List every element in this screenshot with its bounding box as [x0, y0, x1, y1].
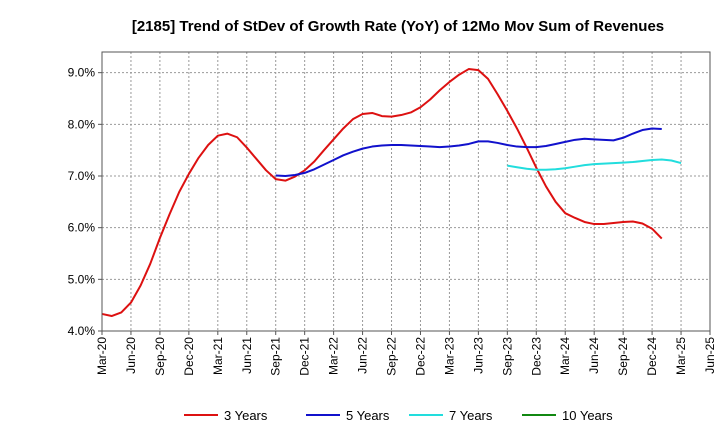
x-tick-label: Jun-22	[356, 337, 370, 374]
y-tick-label: 7.0%	[68, 169, 96, 183]
x-tick-label: Sep-20	[153, 337, 167, 376]
y-tick-label: 5.0%	[68, 272, 96, 286]
x-tick-label: Mar-20	[95, 337, 109, 375]
x-tick-label: Dec-21	[298, 337, 312, 376]
legend-item-10-years: 10 Years	[522, 408, 613, 423]
legend-item-5-years: 5 Years	[306, 408, 390, 423]
x-tick-label: Dec-22	[413, 337, 427, 376]
y-tick-label: 8.0%	[68, 117, 96, 131]
x-tick-label: Dec-20	[182, 337, 196, 376]
x-tick-label: Sep-24	[616, 337, 630, 376]
x-tick-label: Dec-24	[645, 337, 659, 376]
chart-title: [2185] Trend of StDev of Growth Rate (Yo…	[132, 18, 664, 35]
x-tick-label: Jun-21	[240, 337, 254, 374]
x-tick-label: Sep-23	[500, 337, 514, 376]
x-tick-label: Mar-24	[558, 337, 572, 375]
y-axis-ticks: 4.0% 5.0% 6.0% 7.0% 8.0% 9.0%	[68, 66, 102, 338]
series-line-7-years	[507, 158, 682, 171]
x-axis-ticks: Mar-20 Jun-20 Sep-20 Dec-20 Mar-21 Jun-21 Sep-…	[95, 331, 717, 376]
x-tick-label: Jun-25	[703, 337, 717, 374]
y-tick-label: 9.0%	[68, 66, 96, 80]
legend-label-3-years: 3 Years	[224, 408, 268, 423]
legend-label-5-years: 5 Years	[346, 408, 390, 423]
y-tick-label: 6.0%	[68, 221, 96, 235]
legend-item-3-years: 3 Years	[184, 408, 268, 423]
legend: 3 Years 5 Years 7 Years 10 Years	[184, 408, 613, 423]
series-line-3-years	[101, 68, 663, 318]
x-tick-label: Dec-23	[529, 337, 543, 376]
x-tick-label: Mar-22	[327, 337, 341, 375]
x-tick-label: Mar-23	[442, 337, 456, 375]
legend-label-10-years: 10 Years	[562, 408, 613, 423]
plot-area	[102, 52, 710, 331]
plot-background	[102, 52, 710, 331]
x-tick-label: Mar-21	[211, 337, 225, 375]
plot-frame	[101, 51, 711, 332]
legend-item-7-years: 7 Years	[409, 408, 493, 423]
x-tick-label: Sep-22	[385, 337, 399, 376]
x-tick-label: Jun-24	[587, 337, 601, 374]
x-tick-label: Sep-21	[269, 337, 283, 376]
legend-label-7-years: 7 Years	[449, 408, 493, 423]
series-lines	[101, 68, 682, 318]
series-line-5-years	[275, 127, 662, 177]
x-tick-label: Jun-20	[124, 337, 138, 374]
y-tick-label: 4.0%	[68, 324, 96, 338]
x-tick-label: Mar-25	[674, 337, 688, 375]
x-tick-label: Jun-23	[471, 337, 485, 374]
plot-border	[101, 51, 711, 332]
